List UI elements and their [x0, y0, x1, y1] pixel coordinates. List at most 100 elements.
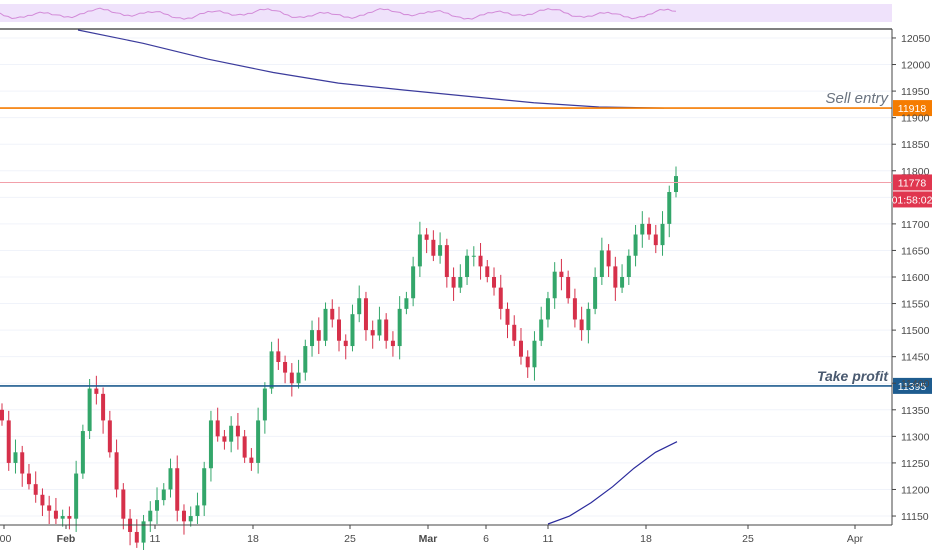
moving-averages — [77, 29, 678, 525]
candle-body — [370, 330, 375, 336]
candle-body — [107, 420, 112, 453]
ma-lower-line — [547, 441, 678, 525]
candle-body — [202, 468, 207, 506]
candle-body — [633, 234, 638, 256]
candle-body — [80, 431, 85, 474]
price-grid — [0, 37, 892, 517]
candle-body — [660, 223, 665, 246]
last-price-marker: 11778 01:58:02 — [0, 174, 932, 208]
candle-body — [188, 516, 193, 522]
candle-body — [276, 351, 281, 362]
candle-body — [438, 245, 443, 256]
price-tick-label: 11850 — [901, 139, 930, 151]
candle-body — [53, 510, 58, 519]
candle-body — [168, 468, 173, 490]
candle-body — [518, 340, 523, 357]
level-price-tag-text: 11395 — [898, 381, 927, 393]
last-price-tag — [893, 174, 932, 191]
candle-body — [647, 223, 652, 235]
candle-body — [566, 277, 571, 299]
candle-body — [599, 250, 604, 277]
level-label: Sell entry — [825, 90, 889, 107]
time-tick-label: 6 — [483, 533, 489, 545]
countdown-tag — [893, 191, 932, 208]
candle-body — [586, 308, 591, 331]
candle-body — [121, 489, 126, 519]
price-tick-label: 11650 — [901, 245, 930, 257]
candle-body — [74, 473, 79, 519]
time-tick-label: Apr — [847, 533, 864, 545]
candle-body — [613, 266, 618, 288]
candle-body — [505, 308, 510, 325]
time-tick-label: 25 — [742, 533, 754, 545]
candle-body — [161, 489, 166, 501]
price-axis[interactable]: 11150 11200 11250 11300 11350 11400 11450 11500… — [892, 33, 930, 523]
time-axis[interactable]: :00 Feb 11 18 25 Mar 6 11 18 25 Apr — [0, 525, 864, 545]
candle-body — [33, 484, 38, 495]
candle-body — [390, 340, 395, 347]
price-tick-label: 11350 — [901, 405, 930, 417]
candle-body — [181, 510, 186, 522]
candle-body — [465, 255, 470, 277]
candle-body — [67, 516, 72, 519]
candle-body — [40, 494, 45, 506]
candle-body — [208, 420, 213, 469]
candle-body — [559, 271, 564, 277]
candle-body — [397, 308, 402, 347]
candle-body — [593, 277, 598, 309]
price-tick-label: 11250 — [901, 458, 930, 470]
candle-body — [235, 425, 240, 437]
candle-body — [337, 319, 341, 341]
price-tick-label: 12000 — [901, 60, 930, 72]
candle-body — [222, 436, 227, 442]
candle-body — [155, 500, 160, 511]
time-tick-label: :00 — [0, 533, 11, 545]
price-tick-label: 11300 — [901, 431, 930, 443]
candle-body — [296, 372, 301, 384]
candle-body — [485, 266, 490, 277]
candle-body — [411, 266, 416, 299]
candle-body — [269, 351, 274, 389]
candle-body — [0, 409, 4, 421]
candle-body — [323, 308, 328, 341]
candle-body — [451, 277, 456, 288]
candle-body — [215, 420, 220, 437]
candle-body — [316, 330, 321, 341]
candle-body — [141, 521, 146, 543]
horizontal-levels[interactable]: Sell entry 11918 Take profit 11395 — [0, 90, 932, 394]
time-tick-label: Mar — [419, 533, 438, 545]
time-tick-label: 18 — [247, 533, 259, 545]
countdown-tag-text: 01:58:02 — [892, 194, 932, 206]
candle-body — [579, 319, 584, 331]
candle-body — [310, 330, 315, 347]
candle-body — [377, 319, 382, 336]
time-tick-label: 11 — [150, 533, 161, 545]
candle-body — [667, 192, 672, 224]
candle-body — [6, 420, 11, 463]
candle-body — [471, 255, 476, 257]
candle-body — [47, 505, 52, 511]
time-tick-label: Feb — [57, 533, 76, 545]
candle-body — [545, 298, 550, 320]
candle-body — [492, 277, 497, 288]
level-price-tag — [893, 377, 932, 394]
candle-body — [417, 234, 422, 267]
price-tick-label: 11150 — [901, 511, 929, 523]
level-price-tag — [893, 100, 932, 117]
candlestick-series — [0, 166, 678, 550]
candle-body — [525, 356, 530, 368]
candle-body — [363, 298, 368, 331]
price-tick-label: 12050 — [901, 33, 930, 45]
candle-body — [424, 234, 429, 240]
candle-body — [249, 457, 254, 463]
candle-body — [94, 388, 99, 394]
price-tick-label: 11900 — [901, 113, 930, 125]
candle-body — [283, 361, 288, 373]
candle-body — [26, 473, 31, 485]
candle-body — [640, 223, 645, 235]
candle-body — [303, 346, 308, 373]
candle-body — [532, 340, 537, 368]
time-tick-label: 25 — [344, 533, 356, 545]
candle-body — [256, 420, 261, 463]
